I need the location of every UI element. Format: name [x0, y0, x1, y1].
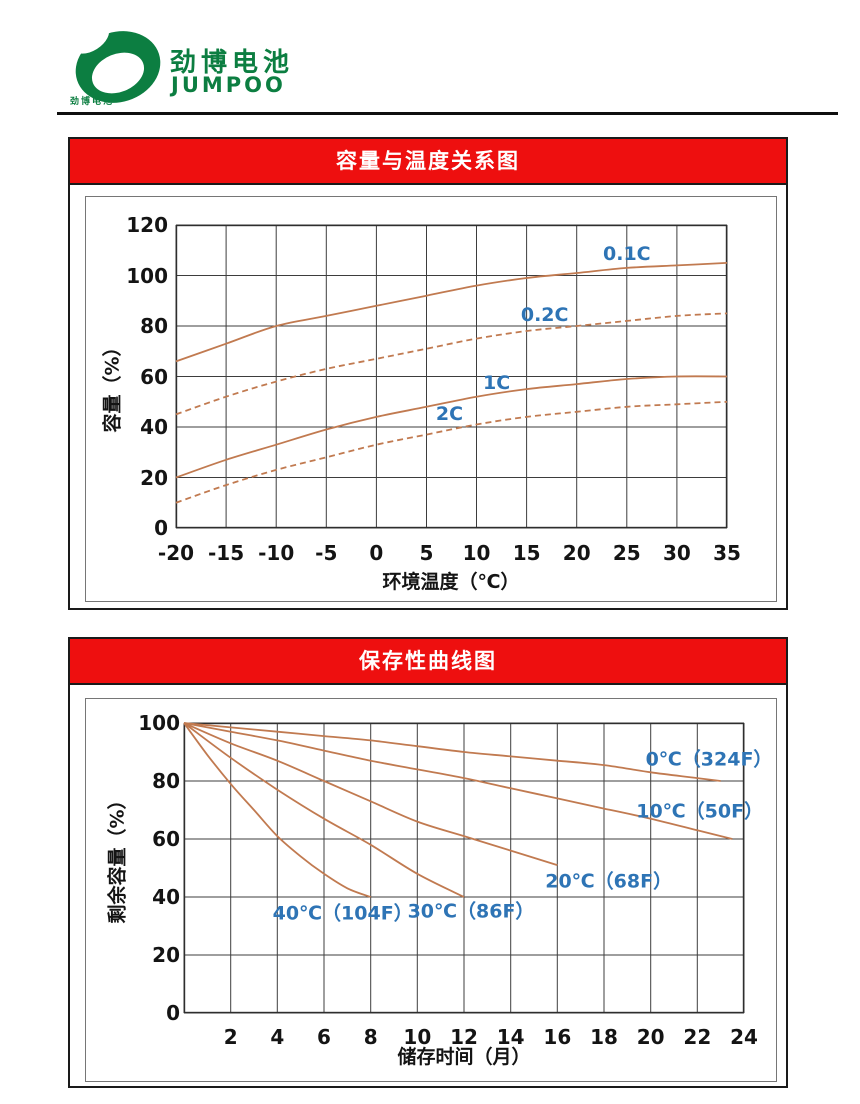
x-tick-label: 18 [590, 1025, 618, 1049]
brand-name-chinese: 劲博电池 [170, 48, 295, 78]
x-tick-label: 4 [270, 1025, 285, 1049]
curve-label-40℃（104F）: 40℃（104F） [272, 902, 413, 924]
x-tick-label: 6 [317, 1025, 331, 1049]
chart2-plot-area [183, 722, 745, 1014]
brand-name-english: JUMPOO [171, 73, 286, 97]
x-tick-label: 30 [662, 541, 691, 565]
x-tick-label: 5 [419, 541, 434, 565]
x-tick-label: 20 [562, 541, 591, 565]
gridlines [175, 224, 728, 529]
y-tick-label: 20 [152, 943, 180, 967]
logo-caption: 劲博电池 [70, 97, 115, 107]
chart1-plot-area [175, 224, 728, 529]
chart1-frame [85, 196, 777, 602]
y-tick-label: 60 [152, 827, 180, 851]
x-tick-label: 12 [450, 1025, 478, 1049]
x-tick-label: 10 [462, 541, 491, 565]
curve-30℃（86F） [183, 722, 465, 898]
x-tick-label: 16 [543, 1025, 572, 1049]
curve-1C [175, 375, 728, 479]
curve-0℃（324F） [183, 722, 721, 782]
chart1-title-banner: 容量与温度关系图 [70, 139, 786, 185]
y-tick-label: 40 [140, 415, 168, 439]
chart1-x-axis-label: 环境温度（℃） [382, 571, 520, 593]
curve-label-2C: 2C [435, 403, 464, 426]
x-tick-label: 20 [636, 1025, 665, 1049]
y-tick-label: 20 [140, 465, 168, 490]
chart2-y-axis-label: 剩余容量（%） [106, 790, 129, 924]
y-tick-label: 40 [152, 885, 180, 909]
jumpoo-logo-icon [65, 15, 170, 114]
x-tick-label: 2 [223, 1025, 238, 1049]
chart1-y-axis-label: 容量（%） [101, 337, 124, 433]
curve-20℃（68F） [183, 722, 558, 866]
curve-10℃（50F） [183, 722, 733, 840]
curve-label-10℃（50F）: 10℃（50F） [636, 800, 764, 823]
curve-40℃（104F） [183, 722, 372, 898]
x-tick-label: -20 [157, 541, 195, 565]
x-tick-label: -15 [208, 541, 245, 565]
x-tick-label: -5 [315, 541, 338, 565]
curve-label-0.1C: 0.1C [603, 243, 651, 266]
curve-label-30℃（86F）: 30℃（86F） [407, 900, 535, 923]
chart2-title: 保存性曲线图 [359, 649, 497, 673]
curve-0.1C [175, 262, 728, 363]
x-tick-label: 22 [683, 1025, 712, 1049]
x-tick-label: 35 [713, 541, 741, 565]
curve-label-0.2C: 0.2C [520, 303, 569, 326]
chart2-frame [85, 698, 777, 1082]
curve-label-1C: 1C [482, 371, 511, 394]
x-tick-label: 0 [369, 541, 384, 565]
chart2-x-axis-label: 储存时间（月） [397, 1046, 531, 1068]
y-tick-label: 120 [126, 213, 168, 237]
x-tick-label: 25 [612, 541, 641, 565]
x-tick-label: 14 [496, 1025, 525, 1049]
capacity-temperature-section: 容量与温度关系图 [68, 137, 788, 610]
y-tick-label: 0 [154, 516, 168, 540]
x-tick-label: -10 [258, 541, 295, 565]
curve-2C [175, 400, 728, 504]
x-tick-label: 24 [730, 1025, 758, 1049]
curve-label-0℃（324F）: 0℃（324F） [645, 748, 773, 771]
x-tick-label: 10 [403, 1025, 432, 1049]
x-tick-label: 8 [363, 1025, 378, 1049]
chart1-title: 容量与温度关系图 [336, 149, 520, 173]
chart2-title-banner: 保存性曲线图 [70, 639, 786, 685]
y-tick-label: 0 [166, 1001, 180, 1025]
y-tick-label: 100 [126, 263, 168, 288]
y-tick-label: 80 [152, 769, 180, 793]
y-tick-label: 80 [140, 314, 168, 338]
y-tick-label: 60 [140, 364, 168, 389]
curve-label-20℃（68F）: 20℃（68F） [545, 870, 673, 893]
plot-frame [183, 722, 745, 1014]
curve-0.2C [175, 312, 728, 416]
header-divider [57, 112, 838, 115]
x-tick-label: 15 [512, 541, 541, 565]
y-tick-label: 100 [138, 711, 180, 735]
